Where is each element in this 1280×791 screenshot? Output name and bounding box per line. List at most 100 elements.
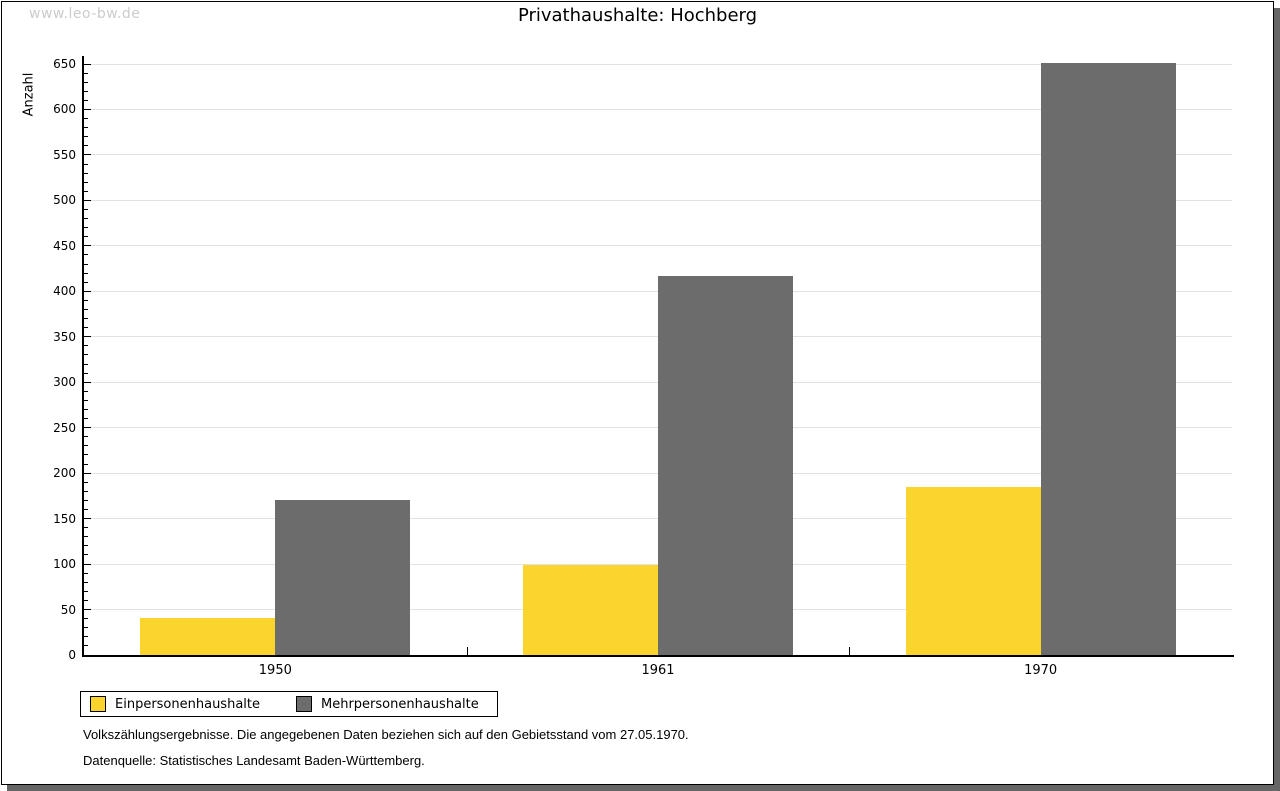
y-axis-line [82, 56, 84, 657]
y-major-tick [84, 199, 91, 201]
y-tick-label: 550 [53, 147, 76, 162]
y-minor-tick [84, 636, 88, 638]
watermark: www.leo-bw.de [29, 6, 141, 22]
y-minor-tick [84, 581, 88, 583]
y-minor-tick [84, 136, 88, 138]
x-axis-tick [466, 647, 468, 655]
y-major-tick [84, 609, 91, 611]
y-major-tick [84, 654, 91, 656]
legend: Einpersonenhaushalte Mehrpersonenhaushal… [80, 691, 498, 717]
y-minor-tick [84, 118, 88, 120]
y-minor-tick [84, 509, 88, 511]
y-gridline [84, 154, 1232, 156]
y-tick-label: 250 [53, 420, 76, 435]
footnote-gebietsstand: Volkszählungsergebnisse. Die angegebenen… [83, 727, 689, 742]
y-minor-tick [84, 299, 88, 301]
legend-label: Einpersonenhaushalte [115, 696, 260, 712]
page-title: Privathaushalte: Hochberg [517, 5, 758, 26]
y-tick-label: 450 [53, 238, 76, 253]
y-tick-label: 0 [68, 648, 76, 662]
y-minor-tick [84, 572, 88, 574]
y-minor-tick [84, 409, 88, 410]
y-major-tick [84, 245, 91, 247]
x-tick-label: 1950 [258, 663, 292, 678]
legend-entry-mehrpersonenhaushalte: Mehrpersonenhaushalte [296, 696, 479, 712]
y-tick-label: 200 [53, 466, 76, 481]
x-axis-tick [849, 647, 851, 655]
y-tick-label: 150 [53, 511, 76, 526]
y-minor-tick [84, 499, 88, 501]
legend-entry-einpersonenhaushalte: Einpersonenhaushalte [90, 696, 260, 712]
y-major-tick [84, 563, 91, 565]
y-minor-tick [84, 208, 88, 210]
footnote-datenquelle: Datenquelle: Statistisches Landesamt Bad… [83, 753, 425, 768]
y-minor-tick [84, 545, 88, 547]
bar-mehrpersonenhaushalte-1961 [658, 275, 793, 655]
y-minor-tick [84, 227, 88, 229]
y-tick-label: 350 [53, 329, 76, 344]
y-minor-tick [84, 145, 88, 147]
y-minor-tick [84, 418, 88, 420]
y-axis-title: Anzahl [21, 72, 37, 117]
y-minor-tick [84, 127, 88, 129]
y-tick-label: 100 [53, 557, 76, 572]
y-gridline [84, 199, 1232, 201]
bar-einpersonenhaushalte-1961 [523, 564, 658, 655]
y-minor-tick [84, 490, 88, 492]
y-minor-tick [84, 99, 88, 101]
y-tick-label: 300 [53, 375, 76, 390]
y-gridline [84, 245, 1232, 247]
y-tick-label: 400 [53, 284, 76, 299]
y-major-tick [84, 472, 91, 474]
y-minor-tick [84, 90, 88, 92]
y-minor-tick [84, 327, 88, 329]
y-minor-tick [84, 599, 88, 601]
y-tick-label: 600 [53, 102, 76, 117]
y-minor-tick [84, 163, 88, 165]
y-minor-tick [84, 181, 88, 183]
bar-mehrpersonenhaushalte-1970 [1040, 63, 1176, 655]
y-minor-tick [84, 363, 88, 365]
x-tick-label: 1970 [1024, 663, 1058, 678]
y-major-tick [84, 63, 91, 65]
plot-area: 0 50 100 150 200 250 300 350 400 450 500 550 600 650 1… [53, 57, 1232, 678]
legend-label: Mehrpersonenhaushalte [321, 696, 479, 712]
y-major-tick [84, 381, 91, 383]
y-major-tick [84, 518, 91, 520]
y-minor-tick [84, 345, 88, 347]
y-minor-tick [84, 590, 88, 592]
y-minor-tick [84, 72, 88, 74]
y-minor-tick [84, 390, 88, 392]
y-minor-tick [84, 554, 88, 556]
y-minor-tick [84, 81, 88, 83]
y-minor-tick [84, 463, 88, 465]
y-minor-tick [84, 645, 88, 647]
y-major-tick [84, 108, 91, 110]
x-axis-line [82, 655, 1234, 657]
y-minor-tick [84, 454, 88, 456]
y-minor-tick [84, 281, 88, 283]
y-minor-tick [84, 372, 88, 374]
y-minor-tick [84, 536, 88, 538]
y-tick-label: 650 [53, 57, 76, 71]
y-minor-tick [84, 618, 88, 620]
legend-swatch-mehrpersonenhaushalte [296, 696, 312, 712]
y-tick-label: 500 [53, 193, 76, 208]
y-minor-tick [84, 318, 88, 320]
y-minor-tick [84, 308, 88, 310]
y-minor-tick [84, 436, 88, 438]
y-gridline [84, 108, 1232, 110]
y-minor-tick [84, 236, 88, 238]
y-minor-tick [84, 445, 88, 447]
y-minor-tick [84, 527, 88, 529]
y-minor-tick [84, 190, 88, 192]
bar-mehrpersonenhaushalte-1950 [275, 500, 411, 655]
legend-swatch-einpersonenhaushalte [90, 696, 106, 712]
y-major-tick [84, 154, 91, 156]
y-major-tick [84, 427, 91, 429]
y-gridline [84, 63, 1232, 65]
y-minor-tick [84, 254, 88, 256]
y-tick-label: 50 [60, 602, 76, 617]
y-minor-tick [84, 272, 88, 274]
